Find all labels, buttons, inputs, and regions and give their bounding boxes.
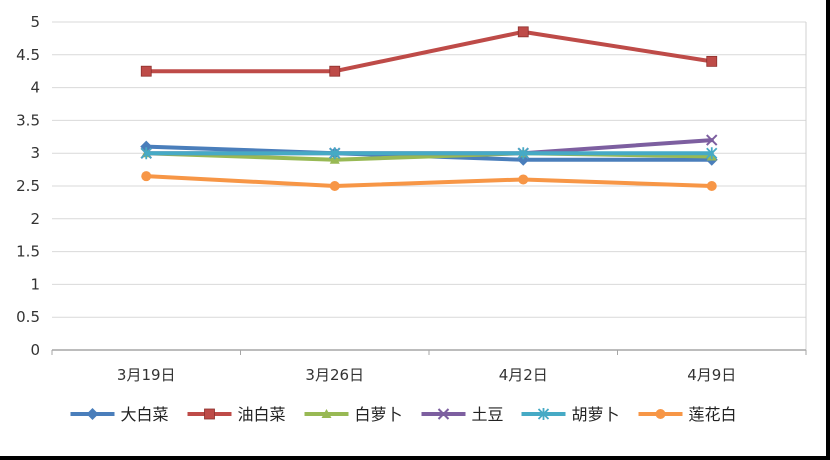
- x-tick-label: 4月2日: [499, 366, 548, 384]
- legend-label: 大白菜: [121, 405, 169, 424]
- gridlines: [52, 21, 806, 318]
- data-point: [140, 65, 152, 77]
- data-point: [706, 134, 718, 146]
- y-tick-label: 0: [30, 341, 40, 359]
- data-point: [706, 147, 718, 160]
- y-tick-label: 1.5: [16, 243, 40, 261]
- series-6: [141, 171, 717, 191]
- legend-item[interactable]: 莲花白: [638, 405, 737, 424]
- data-point: [517, 147, 529, 160]
- y-tick-label: 0.5: [16, 308, 40, 326]
- y-tick-label: 3: [30, 144, 40, 162]
- legend-item[interactable]: 大白菜: [70, 405, 169, 424]
- y-tick-label: 3.5: [16, 111, 40, 129]
- data-point: [140, 147, 152, 160]
- series-lines: [140, 26, 718, 191]
- legend-item[interactable]: 土豆: [421, 405, 504, 424]
- x-tick-label: 3月19日: [117, 366, 176, 384]
- axes: [51, 22, 807, 355]
- legend-marker: [86, 408, 99, 420]
- x-tick-label: 3月26日: [305, 366, 364, 384]
- y-axis-ticks: 0 0.5 1 1.5 2 2.5 3 3.5 4 4.5 5: [16, 13, 40, 359]
- y-tick-label: 4.5: [16, 46, 40, 64]
- legend-marker: [655, 409, 666, 419]
- data-point: [329, 181, 340, 191]
- series-line: [144, 174, 714, 188]
- data-point: [518, 174, 529, 185]
- data-point: [329, 147, 341, 160]
- data-point: [329, 65, 341, 77]
- legend-marker: [537, 408, 550, 420]
- series-5: [140, 147, 718, 160]
- y-tick-label: 2.5: [16, 177, 40, 195]
- y-tick-label: 4: [30, 79, 40, 97]
- legend-marker: [321, 409, 332, 418]
- legend[interactable]: 大白菜 油白菜 白萝卜 土豆 胡萝卜 莲花白: [70, 405, 737, 424]
- legend-label: 胡萝卜: [572, 405, 620, 424]
- data-point: [517, 26, 529, 38]
- legend-label: 白萝卜: [355, 405, 403, 424]
- y-tick-label: 1: [30, 275, 40, 293]
- legend-item[interactable]: 胡萝卜: [521, 405, 620, 424]
- y-tick-label: 2: [30, 210, 40, 228]
- data-point: [706, 181, 717, 191]
- series-2: [140, 26, 718, 77]
- x-tick-label: 4月9日: [687, 366, 736, 384]
- series-line: [144, 29, 714, 74]
- legend-label: 土豆: [472, 405, 504, 424]
- data-point: [706, 55, 718, 67]
- legend-marker: [204, 408, 215, 420]
- data-point: [329, 154, 340, 164]
- x-axis-ticks: 3月19日 3月26日 4月2日 4月9日: [117, 366, 736, 384]
- data-point: [141, 171, 152, 182]
- legend-label: 油白菜: [238, 405, 286, 424]
- y-tick-label: 5: [30, 13, 40, 31]
- legend-marker: [437, 408, 450, 420]
- legend-item[interactable]: 白萝卜: [304, 405, 403, 424]
- legend-item[interactable]: 油白菜: [187, 405, 286, 424]
- legend-label: 莲花白: [689, 405, 737, 424]
